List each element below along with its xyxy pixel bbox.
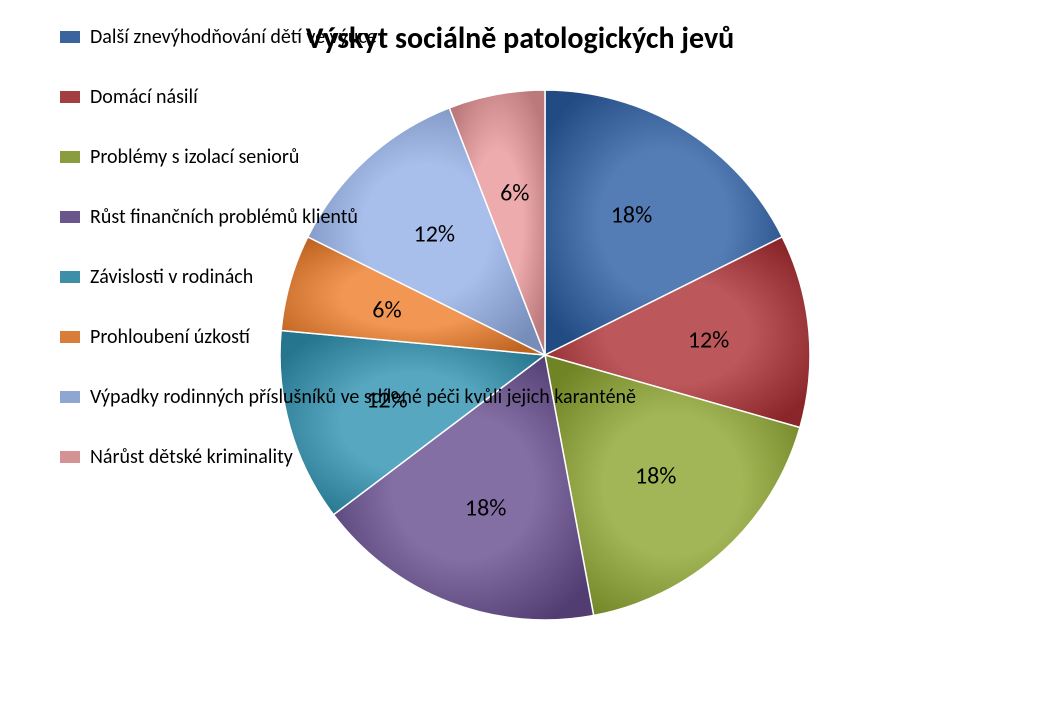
legend-item: Růst finančních problémů klientů: [60, 205, 636, 229]
legend-label: Prohloubení úzkostí: [90, 325, 250, 349]
legend-label: Nárůst dětské kriminality: [90, 445, 293, 469]
legend-swatch: [60, 151, 80, 163]
chart-title: Výskyt sociálně patologických jevů: [0, 20, 1040, 57]
legend-label: Růst finančních problémů klientů: [90, 205, 358, 229]
legend-swatch: [60, 271, 80, 283]
slice-pct-label: 6%: [500, 179, 529, 208]
legend-item: Závislosti v rodinách: [60, 265, 636, 289]
legend-item: Prohloubení úzkostí: [60, 325, 636, 349]
slice-pct-label: 12%: [366, 385, 407, 414]
legend-item: Nárůst dětské kriminality: [60, 445, 636, 469]
legend-label: Závislosti v rodinách: [90, 265, 253, 289]
legend-swatch: [60, 391, 80, 403]
legend-item: Domácí násilí: [60, 85, 636, 109]
legend-swatch: [60, 331, 80, 343]
legend-label: Problémy s izolací seniorů: [90, 145, 299, 169]
legend-swatch: [60, 211, 80, 223]
legend-label: Výpadky rodinných příslušníků ve sdílené…: [90, 385, 636, 409]
slice-pct-label: 18%: [465, 494, 506, 523]
legend-item: Problémy s izolací seniorů: [60, 145, 636, 169]
legend-swatch: [60, 451, 80, 463]
slice-pct-label: 18%: [611, 201, 652, 230]
slice-pct-label: 12%: [688, 325, 729, 354]
legend-item: Výpadky rodinných příslušníků ve sdílené…: [60, 385, 636, 409]
slice-pct-label: 12%: [414, 219, 455, 248]
pie-chart: Výskyt sociálně patologických jevů Další…: [0, 0, 1040, 707]
slice-pct-label: 18%: [635, 462, 676, 491]
slice-pct-label: 6%: [372, 296, 401, 325]
legend-label: Domácí násilí: [90, 85, 198, 109]
legend: Další znevýhodňování dětí ve výuceDomácí…: [60, 25, 636, 469]
legend-swatch: [60, 91, 80, 103]
